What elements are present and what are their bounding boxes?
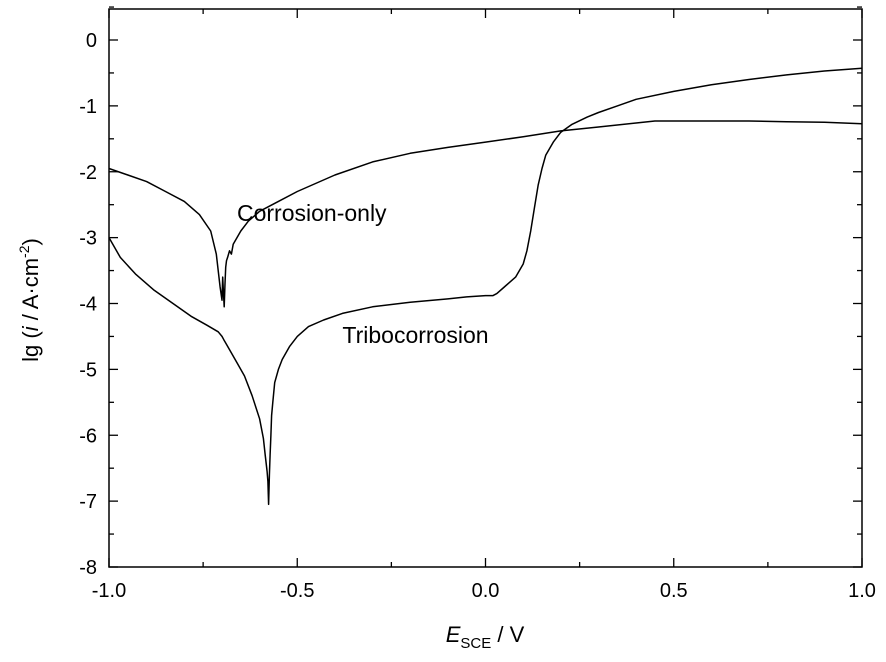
x-axis-title: ESCE / V [446, 622, 525, 652]
annotations: Corrosion-only Tribocorrosion [237, 200, 489, 348]
y-tick-label: 0 [86, 30, 97, 52]
x-tick-label: 1.0 [848, 580, 876, 602]
y-axis-title-prefix: lg ( [18, 331, 43, 362]
y-axis-title-sup: -2 [16, 245, 32, 258]
y-tick-label: -2 [79, 162, 97, 184]
x-tick-label: -0.5 [280, 580, 314, 602]
series-line-2 [108, 67, 863, 506]
y-axis-title: lg (i / A·cm-2) [16, 238, 43, 362]
y-axis-title-unit: / A·cm [18, 258, 43, 326]
x-tick-label: 0.0 [472, 580, 500, 602]
x-axis-title-subscript: SCE [460, 635, 491, 652]
y-axis-title-suffix: ) [18, 238, 43, 245]
y-tick-label: -8 [79, 557, 97, 579]
annotation-label: Corrosion-only [237, 200, 387, 226]
y-tick-label: -3 [79, 228, 97, 250]
y-tick-label: -1 [79, 96, 97, 118]
series-line-1 [108, 120, 863, 308]
y-tick-label: -6 [79, 425, 97, 447]
x-tick-label: 0.5 [660, 580, 688, 602]
y-axis-title-var: i [18, 325, 43, 331]
tick-labels: -1.0 -0.5 0.0 0.5 1.0 0 -1 -2 -3 -4 -5 -6 -7 -8 [79, 30, 876, 602]
y-tick-label: -5 [79, 359, 97, 381]
y-tick-label: -7 [79, 491, 97, 513]
plot-frame [108, 8, 863, 568]
x-tick-label: -1.0 [92, 580, 126, 602]
x-axis-title-main: E [446, 622, 461, 647]
x-axis-title-unit: / V [491, 622, 524, 647]
y-tick-label: -4 [79, 294, 97, 316]
annotation-label: Tribocorrosion [342, 322, 488, 348]
curves [108, 67, 863, 506]
